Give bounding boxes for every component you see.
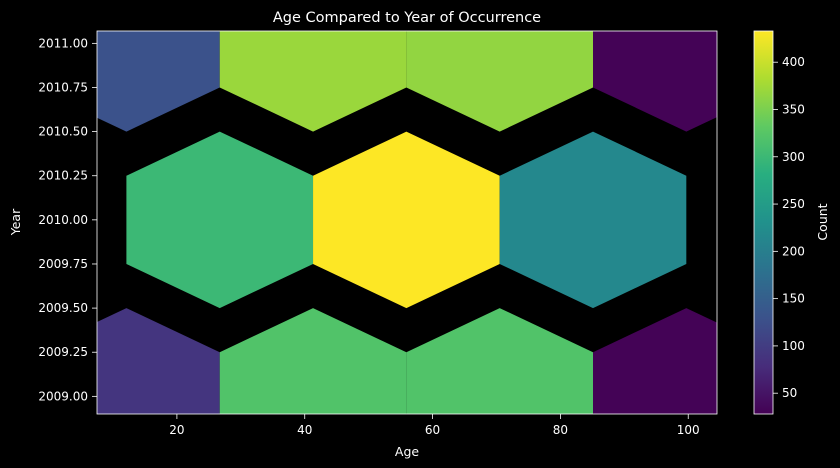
y-tick-label: 2010.75 [38, 80, 88, 94]
colorbar [753, 30, 774, 415]
colorbar-tick-label: 350 [782, 102, 805, 116]
hex-bin [97, 31, 220, 132]
colorbar-tick-label: 200 [782, 244, 805, 258]
y-tick-label: 2010.50 [38, 125, 88, 139]
y-tick-label: 2009.25 [38, 345, 88, 359]
x-tick-label: 60 [425, 423, 440, 437]
y-tick-label: 2011.00 [38, 36, 88, 50]
x-tick-label: 80 [553, 423, 568, 437]
colorbar-tick-label: 300 [782, 150, 805, 164]
y-axis-label: Year [8, 208, 23, 236]
y-tick-label: 2009.75 [38, 257, 88, 271]
hexbin-layer [97, 31, 717, 414]
hex-bin [219, 308, 407, 414]
x-tick-label: 20 [169, 423, 184, 437]
chart-title: Age Compared to Year of Occurrence [273, 10, 541, 26]
hex-bin [313, 131, 500, 309]
plot-frame [96, 30, 718, 415]
colorbar-axis: 50 100 150 200 250 300 350 400 [773, 55, 805, 400]
colorbar-tick-label: 150 [782, 292, 805, 306]
y-tick-label: 2010.25 [38, 169, 88, 183]
hex-bin [219, 31, 407, 132]
x-axis-label: Age [395, 444, 419, 459]
hex-bin [406, 31, 593, 132]
x-tick-label: 40 [297, 423, 312, 437]
hex-bin [499, 131, 687, 309]
x-tick-label: 100 [677, 423, 700, 437]
colorbar-tick-label: 50 [782, 386, 797, 400]
hex-bin [593, 308, 717, 414]
colorbar-tick-label: 400 [782, 55, 805, 69]
y-tick-label: 2010.00 [38, 213, 88, 227]
hex-bin [593, 31, 717, 132]
hex-bin [97, 308, 220, 414]
y-tick-label: 2009.00 [38, 389, 88, 403]
x-axis: 20 40 60 80 100 [169, 414, 700, 437]
hex-bin [126, 131, 314, 309]
y-axis: 2009.00 2009.25 2009.50 2009.75 2010.00 2010.… [38, 36, 97, 403]
colorbar-label: Count [815, 203, 830, 240]
y-tick-label: 2009.50 [38, 301, 88, 315]
colorbar-tick-label: 250 [782, 197, 805, 211]
colorbar-tick-label: 100 [782, 339, 805, 353]
hex-bin [406, 308, 593, 414]
